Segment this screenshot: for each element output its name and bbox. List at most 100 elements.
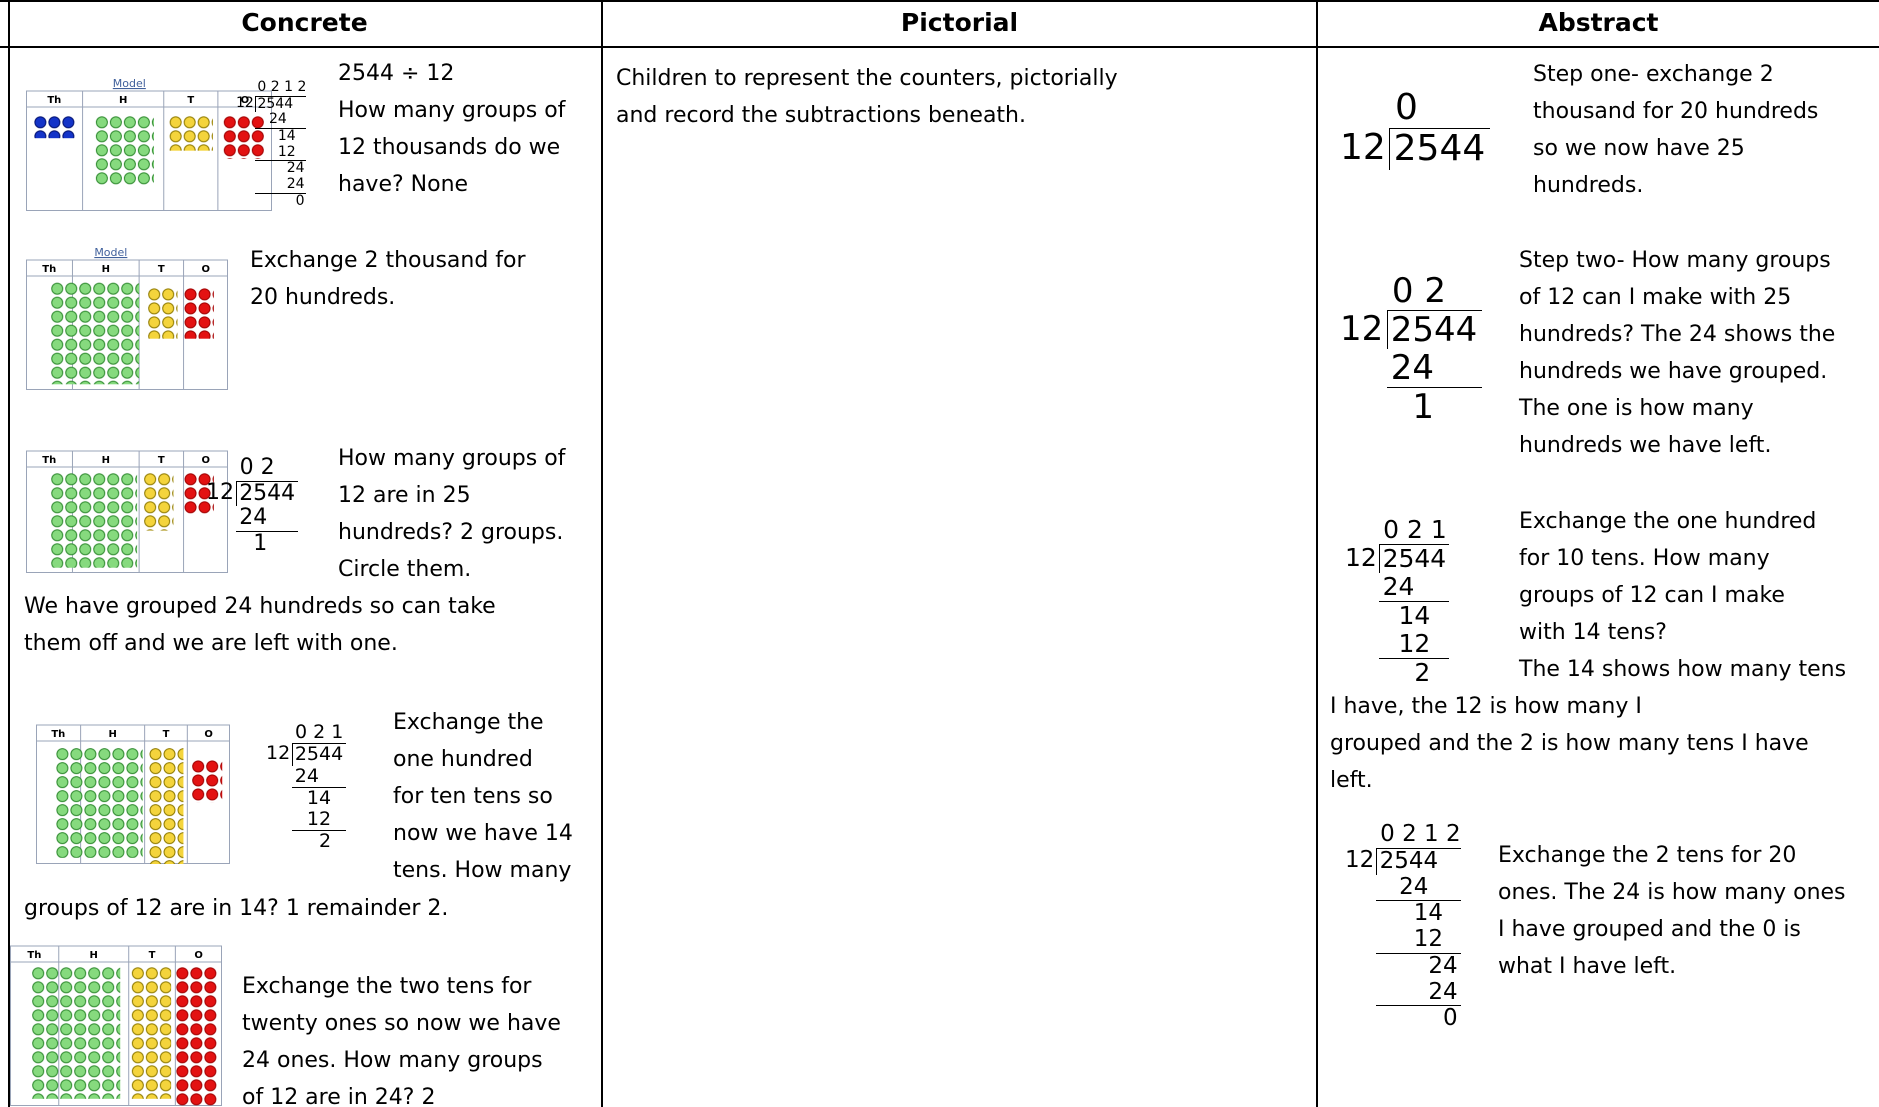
division-step: 12 (255, 144, 307, 162)
division-step: 1 (1412, 387, 1434, 428)
counters (183, 472, 214, 515)
division-step: 0 (1443, 1005, 1458, 1032)
place-value-header: Th (42, 455, 56, 466)
divisor: 12 (1340, 127, 1386, 169)
quotient: 0 2 1 2 (1380, 821, 1461, 847)
text-line: have? None (338, 172, 469, 197)
division-step: 14 (306, 786, 332, 809)
division-step: 1 (253, 530, 268, 556)
division-step: 24 (1386, 349, 1482, 389)
table-border (8, 0, 10, 1107)
place-value-header: H (119, 95, 127, 106)
long-division: 0 2 1 2 12 2544 24 14 12 24 24 0 (236, 79, 307, 209)
division-step: 14 (277, 128, 296, 145)
text-line: them off and we are left with one. (24, 631, 398, 656)
counters (130, 966, 172, 1099)
counters (222, 115, 265, 159)
place-value-header: T (158, 455, 165, 466)
table-border (1316, 0, 1318, 1107)
text-line: How many groups of (338, 98, 566, 123)
division-step: 14 (1413, 900, 1444, 927)
text-line: and record the subtractions beneath. (616, 103, 1026, 128)
text-block: The 14 shows how many tens I have, the 12… (1330, 651, 1846, 799)
model-label: Model (113, 77, 146, 90)
place-value-header: H (102, 455, 110, 466)
place-value-header: Th (51, 729, 65, 740)
text-line: 20 hundreds. (250, 285, 396, 310)
text-line: The one is how many (1519, 396, 1754, 421)
counters (31, 966, 121, 1099)
long-division: 0 2 1 12 2544 24 14 12 2 (266, 721, 346, 853)
division-step: 24 (292, 765, 346, 788)
division-step: 24 (286, 160, 305, 177)
divisor: 12 (266, 742, 291, 765)
place-value-header: Th (27, 950, 41, 961)
text-block: Exchange the one hundred for 10 tens. How… (1519, 503, 1816, 651)
text-line: Exchange 2 thousand for (250, 248, 526, 273)
text-line: groups of 12 can I make (1519, 583, 1785, 608)
place-value-header: O (241, 95, 250, 106)
place-value-chart: Th H T O (10, 945, 222, 1106)
text-line: Exchange the (393, 710, 544, 735)
text-block: Exchange the two tens for twenty ones so … (242, 968, 561, 1107)
place-value-chart: Model Th H T O (26, 77, 272, 211)
text-block: Exchange the one hundred for ten tens so no… (393, 704, 573, 889)
text-block: Exchange 2 thousand for 20 hundreds. (250, 242, 526, 316)
counters (94, 115, 154, 185)
text-line: Circle them. (338, 557, 472, 582)
text-line: 12 thousands do we (338, 135, 561, 160)
counters (50, 472, 138, 568)
divisor: 12 (236, 94, 254, 111)
column-header: Concrete (241, 8, 368, 37)
place-value-header: T (163, 729, 170, 740)
text-line: 2544 ÷ 12 (338, 61, 455, 86)
text-line: Exchange the one hundred (1519, 509, 1817, 534)
text-line: 12 are in 25 (338, 483, 471, 508)
place-value-chart: Th H T O (26, 450, 228, 573)
counters (50, 281, 140, 385)
quotient: 0 2 1 (295, 721, 344, 743)
dividend: 2544 (1386, 310, 1482, 349)
place-value-chart: Th H T O (36, 724, 230, 864)
counters (175, 966, 218, 1106)
text-line: thousand for 20 hundreds (1533, 99, 1819, 124)
place-value-header: O (194, 950, 203, 961)
divisor: 12 (1345, 846, 1375, 873)
quotient: 0 2 (1391, 271, 1446, 311)
division-step: 12 (292, 808, 346, 832)
division-step: 24 (1379, 573, 1450, 602)
text-line: left. (1330, 768, 1373, 793)
counters (143, 472, 174, 531)
text-block: We have grouped 24 hundreds so can take t… (24, 588, 496, 662)
counters (168, 115, 213, 151)
model-label: Model (94, 246, 127, 259)
place-value-chart: Model Th H T O (26, 246, 228, 390)
long-division: 0 2 1 12 2544 24 14 12 2 (1345, 515, 1450, 687)
text-line: Step one- exchange 2 (1533, 62, 1774, 87)
quotient: 0 2 1 (1383, 515, 1447, 544)
dividend: 2544 (236, 480, 298, 507)
text-block: Exchange the 2 tens for 20 ones. The 24 i… (1498, 837, 1846, 985)
dividend: 2544 (1379, 544, 1450, 573)
counters (191, 759, 223, 803)
dividend: 2544 (255, 95, 307, 113)
quotient: 0 (1394, 87, 1418, 128)
text-line: of 12 are in 24? 2 (242, 1085, 436, 1107)
long-division: 0 2 12 2544 24 1 (206, 455, 298, 557)
text-line: one hundred (393, 747, 533, 772)
place-value-header: H (90, 950, 98, 961)
place-value-header: O (202, 455, 211, 466)
place-value-header: O (202, 264, 211, 275)
place-value-header: Th (42, 264, 56, 275)
place-value-header: T (187, 95, 194, 106)
division-step: 24 (236, 506, 298, 532)
text-line: hundreds we have left. (1519, 433, 1772, 458)
text-line: 24 ones. How many groups (242, 1048, 543, 1073)
column-header: Pictorial (900, 8, 1019, 37)
division-step: 24 (1376, 874, 1461, 902)
text-block: Children to represent the counters, pict… (616, 60, 1118, 134)
counters (148, 747, 184, 864)
text-line: I have grouped and the 0 is (1498, 917, 1801, 942)
place-value-header: T (158, 264, 165, 275)
quotient: 0 2 (239, 455, 275, 480)
